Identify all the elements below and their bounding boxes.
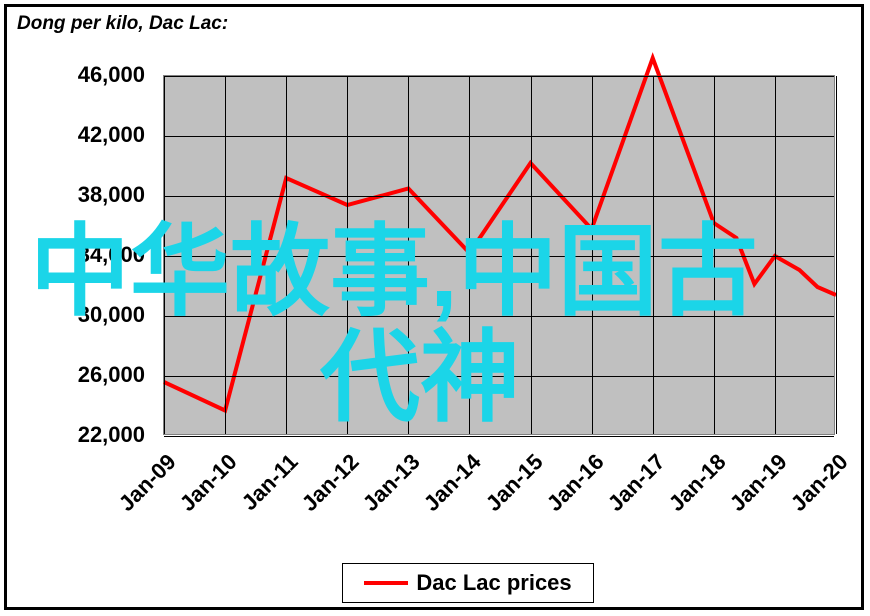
y-tick-label: 46,000 xyxy=(7,62,145,88)
gridline-v xyxy=(164,76,165,434)
y-tick-label: 26,000 xyxy=(7,362,145,388)
gridline-v xyxy=(469,76,470,434)
x-tick-label: Jan-17 xyxy=(595,449,670,524)
gridline-v xyxy=(775,76,776,434)
x-tick-label: Jan-09 xyxy=(106,449,181,524)
legend-label: Dac Lac prices xyxy=(416,570,571,596)
y-tick-label: 22,000 xyxy=(7,422,145,448)
gridline-h xyxy=(164,136,834,137)
x-tick-label: Jan-10 xyxy=(168,449,243,524)
gridline-h xyxy=(164,76,834,77)
gridline-h xyxy=(164,436,834,437)
gridline-h xyxy=(164,196,834,197)
gridline-v xyxy=(714,76,715,434)
legend: Dac Lac prices xyxy=(342,563,594,603)
x-tick-label: Jan-13 xyxy=(351,449,426,524)
y-tick-label: 38,000 xyxy=(7,182,145,208)
gridline-h xyxy=(164,316,834,317)
gridline-v xyxy=(653,76,654,434)
gridline-v xyxy=(225,76,226,434)
gridline-v xyxy=(531,76,532,434)
gridline-v xyxy=(286,76,287,434)
y-tick-label: 34,000 xyxy=(7,242,145,268)
y-tick-label: 30,000 xyxy=(7,302,145,328)
gridline-h xyxy=(164,256,834,257)
legend-swatch xyxy=(364,581,408,585)
gridline-v xyxy=(836,76,837,434)
chart-title: Dong per kilo, Dac Lac: xyxy=(17,13,228,35)
gridline-v xyxy=(592,76,593,434)
x-tick-label: Jan-20 xyxy=(778,449,853,524)
x-tick-label: Jan-18 xyxy=(656,449,731,524)
x-tick-label: Jan-19 xyxy=(717,449,792,524)
x-tick-label: Jan-15 xyxy=(473,449,548,524)
plot-area xyxy=(163,75,835,435)
gridline-v xyxy=(347,76,348,434)
x-tick-label: Jan-16 xyxy=(534,449,609,524)
gridline-v xyxy=(408,76,409,434)
y-tick-label: 42,000 xyxy=(7,122,145,148)
chart-frame: Dong per kilo, Dac Lac: Dac Lac prices 2… xyxy=(4,4,864,610)
x-tick-label: Jan-14 xyxy=(412,449,487,524)
x-tick-label: Jan-11 xyxy=(229,449,304,524)
x-tick-label: Jan-12 xyxy=(290,449,365,524)
gridline-h xyxy=(164,376,834,377)
